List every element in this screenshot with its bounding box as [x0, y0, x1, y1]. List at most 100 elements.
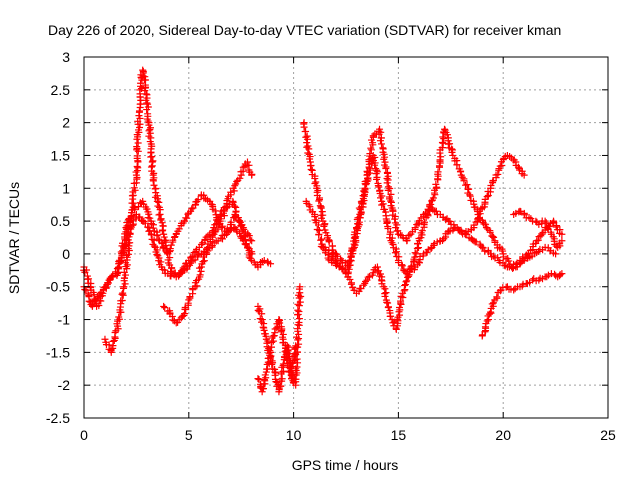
data-point-interp [227, 188, 235, 196]
data-point-interp [436, 156, 444, 164]
data-point-interp [278, 375, 286, 383]
data-point-interp [188, 205, 196, 213]
data-point-interp [375, 130, 383, 138]
data-point-interp [194, 196, 202, 204]
data-point-interp [146, 227, 154, 235]
data-point-interp [364, 273, 372, 281]
data-point-interp [162, 238, 170, 246]
data-point-interp [412, 250, 420, 258]
data-point-interp [383, 219, 391, 227]
data-point-interp [411, 249, 419, 257]
data-point-interp [214, 225, 222, 233]
data-point-interp [542, 219, 550, 227]
data-point-interp [291, 375, 299, 383]
data-point-interp [465, 185, 473, 193]
data-point-interp [373, 175, 381, 183]
data-point-interp [132, 168, 140, 176]
x-tick-label: 20 [495, 427, 511, 443]
data-point-interp [403, 277, 411, 285]
data-point-interp [136, 107, 144, 115]
x-tick-label: 10 [286, 427, 302, 443]
data-point-interp [279, 360, 287, 368]
data-point-interp [167, 272, 175, 280]
data-point-interp [143, 106, 151, 114]
data-point-interp [371, 161, 379, 169]
data-point-interp [312, 178, 320, 186]
data-point-interp [350, 240, 358, 248]
data-point-interp [348, 244, 356, 252]
data-point-interp [90, 300, 98, 308]
data-point-interp [377, 194, 385, 202]
data-point-interp [538, 230, 546, 238]
data-point-interp [332, 258, 340, 266]
data-point-interp [119, 247, 127, 255]
data-point [160, 302, 168, 310]
data-point-interp [129, 199, 137, 207]
data-point-interp [458, 173, 466, 181]
data-point-interp [482, 220, 490, 228]
data-point-interp [147, 231, 155, 239]
data-point [254, 375, 262, 383]
data-point-interp [315, 197, 323, 205]
data-point-interp [294, 343, 302, 351]
data-point-interp [346, 256, 354, 264]
data-point-interp [493, 293, 501, 301]
data-point-interp [450, 224, 458, 232]
data-point-interp [306, 155, 314, 163]
data-point-interp [196, 271, 204, 279]
data-point-interp [233, 177, 241, 185]
data-point-interp [166, 248, 174, 256]
series-trace-d [160, 197, 275, 327]
y-tick-label: -1 [58, 312, 71, 328]
data-point-interp [317, 236, 325, 244]
grid-lines [84, 57, 608, 418]
data-point-interp [227, 218, 235, 226]
data-point-interp [384, 299, 392, 307]
data-point-interp [543, 273, 551, 281]
data-point-interp [226, 226, 234, 234]
data-point-interp [155, 235, 163, 243]
data-point [248, 171, 256, 179]
y-tick-label: -0.5 [46, 279, 70, 295]
data-point-interp [556, 271, 564, 279]
data-point-interp [81, 268, 89, 276]
data-point-interp [303, 135, 311, 143]
data-point-interp [118, 296, 126, 304]
data-point-interp [215, 220, 223, 228]
data-point [143, 99, 151, 107]
series-trace-b [80, 191, 256, 310]
data-point-interp [307, 162, 315, 170]
x-tick-label: 15 [391, 427, 407, 443]
data-point-interp [384, 224, 392, 232]
data-point-interp [402, 278, 410, 286]
data-point [101, 335, 109, 343]
data-point-interp [114, 264, 122, 272]
data-point-interp [378, 140, 386, 148]
data-point-interp [307, 165, 315, 173]
data-point [520, 171, 528, 179]
data-point-interp [167, 241, 175, 249]
data-point-interp [315, 196, 323, 204]
data-point-interp [365, 164, 373, 172]
chart-title: Day 226 of 2020, Sidereal Day-to-day VTE… [48, 22, 561, 38]
data-point [185, 296, 193, 304]
data-point-interp [304, 142, 312, 150]
data-point-interp [427, 200, 435, 208]
data-point-interp [149, 177, 157, 185]
data-point-interp [293, 355, 301, 363]
y-tick-label: 1 [62, 180, 70, 196]
data-point-interp [197, 240, 205, 248]
data-point-interp [101, 283, 109, 291]
data-point-interp [317, 204, 325, 212]
data-point-interp [286, 364, 294, 372]
data-series [80, 66, 566, 396]
data-point-interp [295, 315, 303, 323]
data-point-interp [362, 278, 370, 286]
data-point-interp [208, 231, 216, 239]
x-tick-label: 5 [185, 427, 193, 443]
data-point-interp [453, 161, 461, 169]
data-point-interp [401, 282, 409, 290]
data-point-interp [387, 312, 395, 320]
data-point [267, 260, 275, 268]
data-point-interp [378, 201, 386, 209]
